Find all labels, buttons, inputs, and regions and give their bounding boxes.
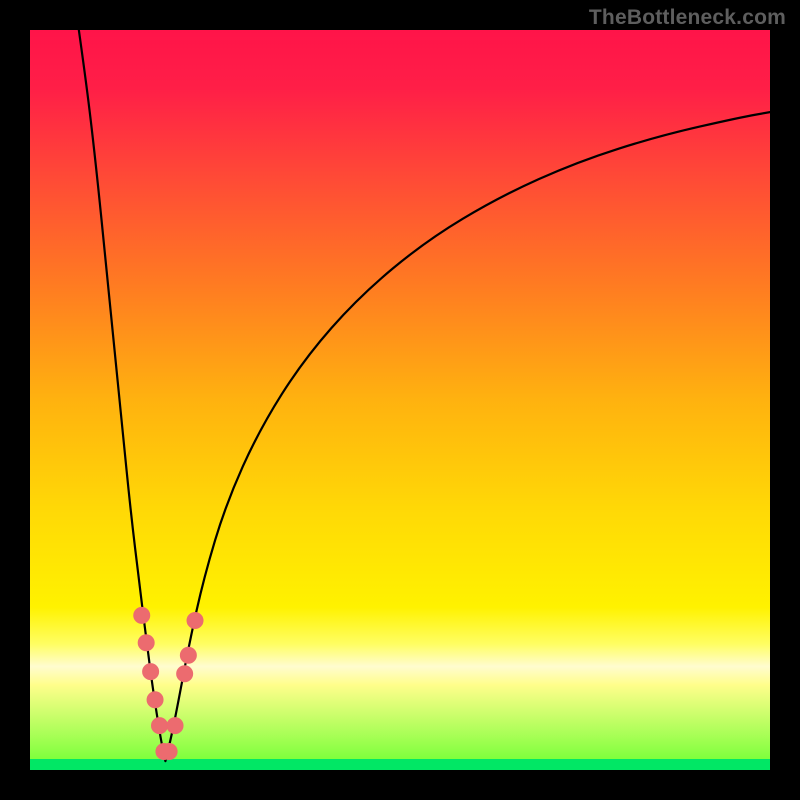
marker-point (143, 664, 159, 680)
marker-point (187, 613, 203, 629)
marker-point (152, 718, 168, 734)
marker-point (138, 635, 154, 651)
marker-point (147, 692, 163, 708)
plot-area (30, 30, 770, 770)
curve-layer (30, 30, 770, 770)
marker-point (167, 718, 183, 734)
watermark-text: TheBottleneck.com (589, 6, 786, 30)
marker-point (177, 666, 193, 682)
chart-frame: TheBottleneck.com (0, 0, 800, 800)
marker-point (134, 607, 150, 623)
marker-point (180, 647, 196, 663)
marker-point (161, 744, 177, 760)
